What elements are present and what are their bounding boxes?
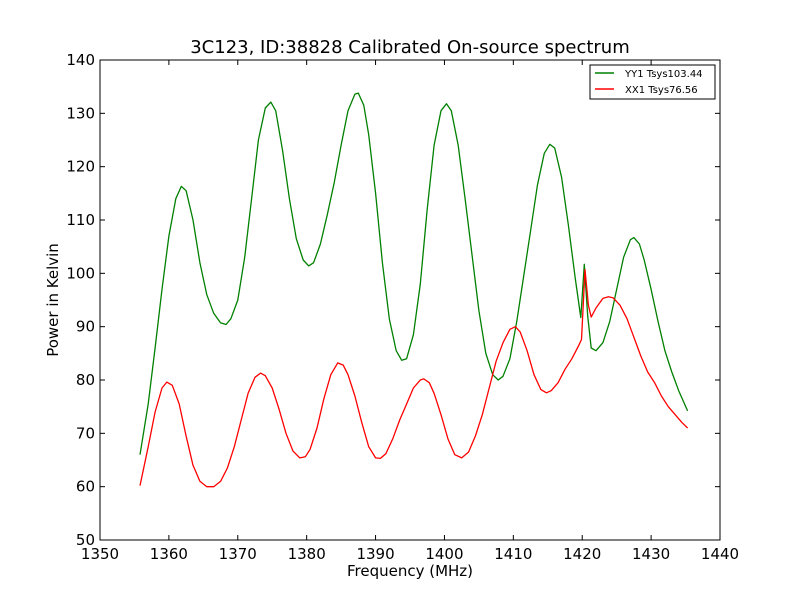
x-axis-label: Frequency (MHz)	[347, 562, 473, 580]
legend: YY1 Tsys103.44 XX1 Tsys76.56	[589, 64, 716, 100]
x-tick-label: 1410	[494, 545, 532, 563]
y-tick-label: 50	[76, 531, 95, 549]
series-line-yy1	[139, 92, 689, 455]
y-axis-label: Power in Kelvin	[44, 243, 62, 357]
x-tick-label: 1420	[563, 545, 601, 563]
series-line-xx1	[139, 268, 689, 488]
y-tick-label: 100	[66, 264, 95, 282]
x-tick-label: 1350	[81, 545, 119, 563]
legend-box	[589, 64, 716, 100]
y-tick-label: 70	[76, 424, 95, 442]
x-tick-label: 1360	[150, 545, 188, 563]
y-tick-label: 110	[66, 211, 95, 229]
plot-area: 1350 1360 1370 1380 1390 1400 1410 1420 1430 1440…	[66, 51, 739, 563]
y-tick-label: 120	[66, 158, 95, 176]
x-tick-label: 1390	[356, 545, 394, 563]
x-tick-label: 1380	[288, 545, 326, 563]
y-tick-label: 80	[76, 371, 95, 389]
x-tick-label: 1440	[701, 545, 739, 563]
x-tick-label: 1370	[219, 545, 257, 563]
y-tick-label: 90	[76, 318, 95, 336]
x-tick-label: 1430	[632, 545, 670, 563]
ticks-layer: 1350 1360 1370 1380 1390 1400 1410 1420 1430 1440…	[66, 51, 739, 563]
y-tick-label: 60	[76, 478, 95, 496]
x-tick-label: 1400	[425, 545, 463, 563]
y-tick-label: 140	[66, 51, 95, 69]
chart-title: 3C123, ID:38828 Calibrated On-source spe…	[190, 37, 630, 58]
y-tick-label: 130	[66, 104, 95, 122]
axes-frame	[99, 59, 721, 541]
legend-label-yy1: YY1 Tsys103.44	[624, 69, 703, 80]
legend-label-xx1: XX1 Tsys76.56	[625, 85, 698, 96]
series-layer	[139, 92, 689, 488]
